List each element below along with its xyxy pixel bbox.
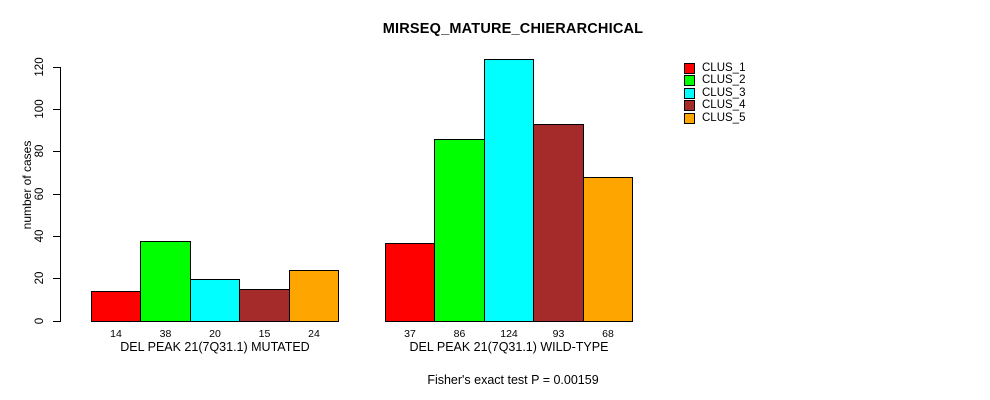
bar-value-label: 24 [308,328,320,340]
x-category-label: DEL PEAK 21(7Q31.1) MUTATED [120,340,310,354]
bar-clus_2-group1 [140,241,191,322]
x-category-label: DEL PEAK 21(7Q31.1) WILD-TYPE [409,340,609,354]
bar-value-label: 124 [500,328,518,340]
bar-value-label: 38 [159,328,172,340]
bar-value-label: 68 [602,328,614,340]
bar-clus_1-group1 [91,291,141,322]
y-axis-line [60,67,61,322]
y-tick-mark [53,321,60,322]
y-tick-label: 20 [34,271,46,285]
y-tick-label: 0 [34,317,46,325]
bar-value-label: 14 [110,328,122,340]
bar-clus_5-group1 [289,270,339,322]
bar-clus_1-group2 [385,243,435,322]
fisher-test-caption: Fisher's exact test P = 0.00159 [427,373,599,387]
bar-clus_4-group2 [533,124,584,322]
chart-title: MIRSEQ_MATURE_CHIERARCHICAL [382,21,644,37]
bar-clus_3-group1 [190,279,240,322]
bar-clus_3-group2 [484,59,534,322]
y-tick-label: 100 [34,99,46,119]
bar-value-label: 15 [258,328,271,340]
bar-clus_4-group1 [239,289,290,322]
y-tick-label: 120 [34,57,46,77]
y-tick-mark [53,236,60,237]
y-tick-mark [53,151,60,152]
bar-clus_2-group2 [434,139,485,322]
bar-value-label: 20 [209,328,221,340]
y-tick-mark [53,278,60,279]
y-tick-mark [53,67,60,68]
bar-value-label: 86 [453,328,466,340]
bar-value-label: 37 [404,328,416,340]
y-tick-mark [53,109,60,110]
y-tick-label: 60 [34,187,46,201]
bar-clus_5-group2 [583,177,633,322]
bar-value-label: 93 [552,328,565,340]
y-tick-label: 80 [34,144,46,158]
y-tick-mark [53,194,60,195]
y-tick-label: 40 [34,229,46,243]
